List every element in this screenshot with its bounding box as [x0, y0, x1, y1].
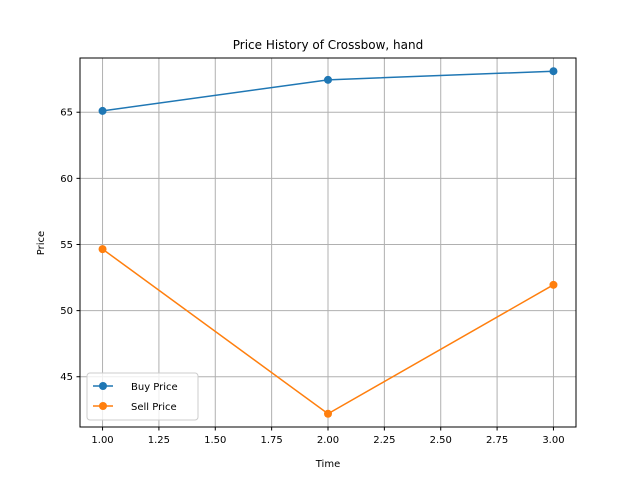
y-axis-title: Price — [36, 231, 47, 255]
legend-sell-price-label: Sell Price — [131, 402, 177, 413]
chart-title: Price History of Crossbow, hand — [233, 38, 423, 52]
legend-buy-price-label: Buy Price — [131, 382, 178, 393]
legend-box — [86, 372, 199, 421]
x-axis: 1.00 1.25 1.50 1.75 2.00 2.25 2.50 2.75 3.00 — [91, 427, 565, 446]
sell-price-point — [324, 409, 332, 418]
x-tick-label: 1.25 — [148, 435, 170, 446]
y-tick-label: 55 — [60, 240, 73, 251]
y-tick-label: 45 — [60, 372, 73, 383]
x-tick-label: 1.75 — [261, 435, 283, 446]
legend-buy-price-marker — [99, 382, 107, 390]
y-tick-label: 50 — [60, 306, 73, 317]
x-tick-label: 1.50 — [204, 435, 226, 446]
sell-price-point — [98, 245, 107, 254]
legend-sell-price-marker — [99, 402, 107, 410]
x-axis-title: Time — [315, 459, 340, 470]
x-tick-label: 2.00 — [317, 435, 339, 446]
y-tick-label: 65 — [60, 108, 73, 119]
x-tick-label: 1.00 — [91, 435, 113, 446]
grid — [80, 58, 576, 427]
buy-price-point — [549, 67, 558, 76]
series-group — [98, 67, 558, 418]
x-tick-label: 2.25 — [373, 435, 395, 446]
buy-price-point — [324, 75, 332, 84]
x-tick-label: 2.75 — [486, 435, 508, 446]
y-tick-label: 60 — [60, 174, 73, 185]
buy-price-point — [98, 106, 107, 115]
x-tick-label: 2.50 — [430, 435, 452, 446]
x-tick-label: 3.00 — [542, 435, 564, 446]
legend: Buy Price Sell Price — [86, 372, 199, 421]
sell-price-point — [549, 280, 558, 289]
y-axis: 45 50 55 60 65 — [60, 108, 80, 383]
